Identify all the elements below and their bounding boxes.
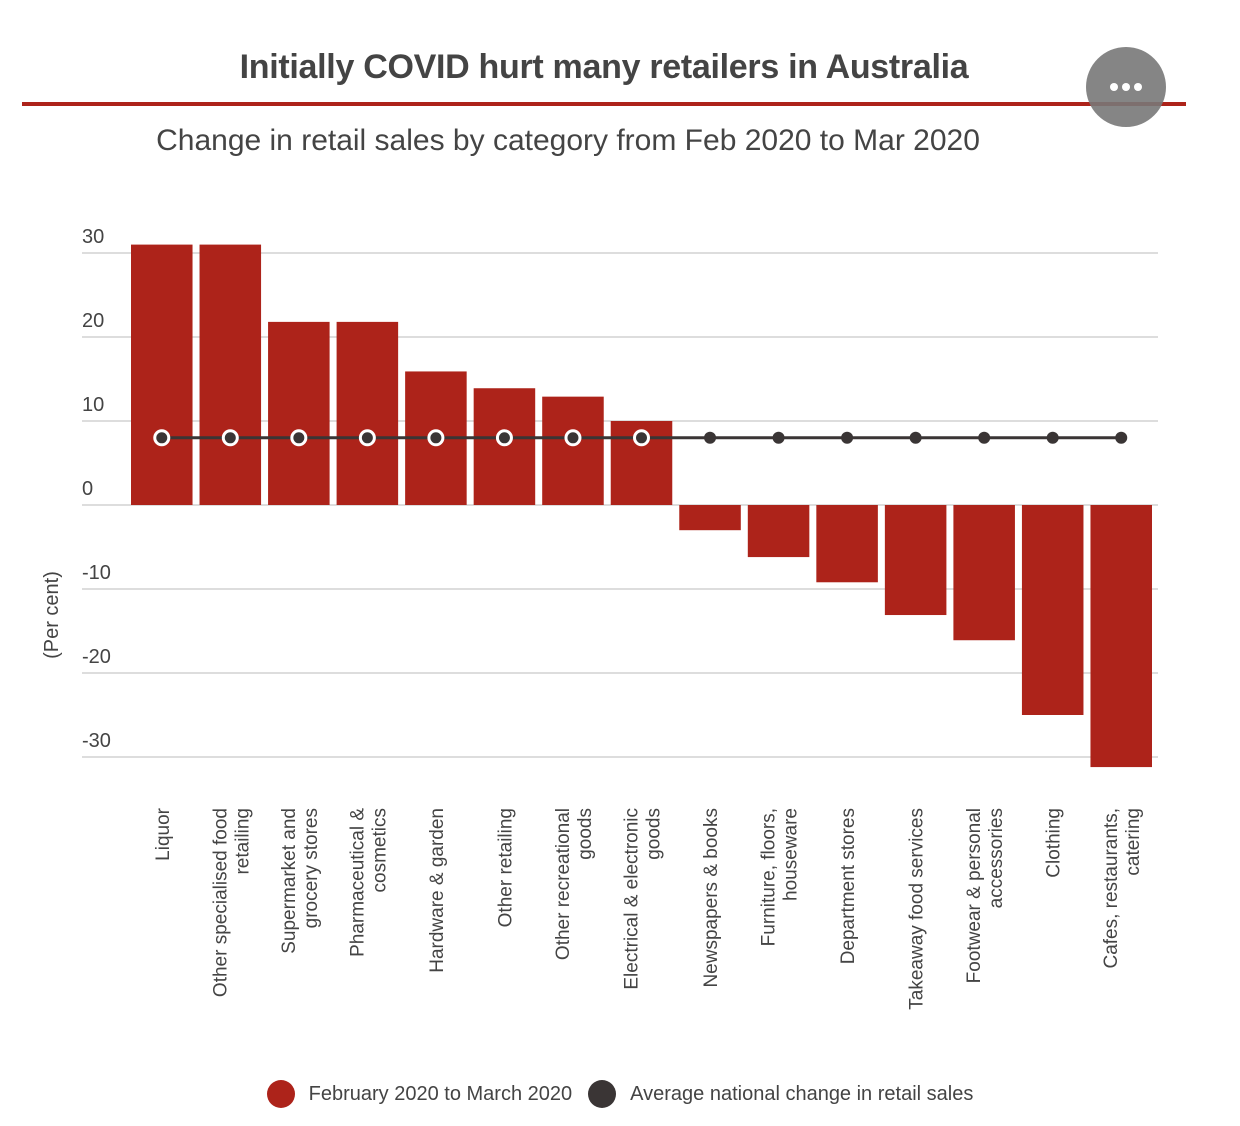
x-tick-label-line: catering <box>1123 808 1144 876</box>
bar[interactable] <box>953 505 1015 641</box>
x-tick-label: Takeaway food services <box>907 808 928 1010</box>
legend: February 2020 to March 2020 Average nati… <box>0 1080 1240 1108</box>
bar[interactable] <box>199 244 262 505</box>
more-horizontal-icon <box>1134 83 1142 91</box>
x-tick-label-line: cosmetics <box>369 808 390 892</box>
x-tick-label-line: Footwear & personal <box>964 808 985 983</box>
legend-item-average[interactable]: Average national change in retail sales <box>588 1080 973 1108</box>
x-tick-label-line: goods <box>644 808 665 860</box>
x-tick-label: Supermarket and grocery stores <box>279 808 322 954</box>
x-tick-label-line: accessories <box>986 808 1007 908</box>
average-point[interactable] <box>772 431 785 444</box>
chart-title: Initially COVID hurt many retailers in A… <box>239 48 969 86</box>
x-tick-label-line: Furniture, floors, <box>759 808 780 946</box>
average-point[interactable] <box>978 431 991 444</box>
x-tick-label-line: Other retailing <box>495 808 516 927</box>
title-divider <box>22 102 1186 106</box>
x-tick-label-line: Clothing <box>1044 808 1065 878</box>
more-horizontal-icon <box>1122 83 1130 91</box>
x-tick-label: Hardware & garden <box>427 808 448 973</box>
bar-series <box>131 244 1152 768</box>
bar[interactable] <box>1021 505 1084 715</box>
bar-chart: 30 20 10 0 -10 -20 -30 (Per cent) Liquor Other … <box>41 226 1158 1010</box>
x-tick-label: Electrical & electronic goods <box>622 808 665 990</box>
bar[interactable] <box>1090 505 1152 768</box>
average-point[interactable] <box>1115 431 1128 444</box>
y-tick-label: -10 <box>82 562 111 584</box>
average-line-series <box>153 429 1128 447</box>
x-tick-label-line: Other recreational <box>553 808 574 960</box>
bar[interactable] <box>542 396 604 505</box>
x-tick-label-line: Cafes, restaurants, <box>1101 808 1122 969</box>
bar[interactable] <box>679 505 741 531</box>
x-axis-labels: Liquor Other specialised food retailing Sup… <box>153 807 1144 1009</box>
legend-label: Average national change in retail sales <box>630 1082 974 1105</box>
x-tick-label-line: Hardware & garden <box>427 808 448 973</box>
x-tick-label: Cafes, restaurants, catering <box>1101 808 1144 969</box>
x-tick-label: Pharmaceutical & cosmetics <box>347 808 390 957</box>
x-tick-label-line: Pharmaceutical & <box>347 808 368 957</box>
bar[interactable] <box>747 505 810 558</box>
x-tick-label-line: Takeaway food services <box>907 808 928 1010</box>
y-axis-ticks: 30 20 10 0 -10 -20 -30 <box>82 226 111 752</box>
y-tick-label: 30 <box>82 226 104 248</box>
x-tick-label-line: houseware <box>781 808 802 901</box>
average-point[interactable] <box>221 429 239 447</box>
x-tick-label: Footwear & personal accessories <box>964 808 1007 983</box>
more-horizontal-icon <box>1110 83 1118 91</box>
x-tick-label-line: grocery stores <box>301 808 322 928</box>
bar[interactable] <box>473 388 536 505</box>
y-tick-label: -30 <box>82 730 111 752</box>
x-tick-label: Other retailing <box>495 808 516 927</box>
y-tick-label: -20 <box>82 646 111 668</box>
legend-item-bars[interactable]: February 2020 to March 2020 <box>266 1080 573 1108</box>
chart-subtitle: Change in retail sales by category from … <box>156 124 980 157</box>
legend-swatch-average <box>588 1080 617 1108</box>
x-tick-label: Clothing <box>1044 808 1065 878</box>
x-tick-label-line: Liquor <box>153 807 174 860</box>
average-point[interactable] <box>495 429 513 447</box>
average-point[interactable] <box>153 429 171 447</box>
x-tick-label-line: Newspapers & books <box>701 808 722 988</box>
x-tick-label-line: Other specialised food <box>210 808 231 997</box>
average-point[interactable] <box>704 431 717 444</box>
y-tick-label: 10 <box>82 394 104 416</box>
x-tick-label: Liquor <box>153 807 174 860</box>
y-tick-label: 20 <box>82 310 104 332</box>
x-tick-label-line: Electrical & electronic <box>622 808 643 990</box>
average-point[interactable] <box>564 429 582 447</box>
bar[interactable] <box>131 244 193 505</box>
x-tick-label: Department stores <box>838 808 859 964</box>
x-tick-label: Furniture, floors, houseware <box>759 808 802 946</box>
x-tick-label-line: Department stores <box>838 808 859 964</box>
x-tick-label: Other recreational goods <box>553 808 596 960</box>
chart-menu-button[interactable] <box>1086 47 1166 127</box>
average-point[interactable] <box>427 429 445 447</box>
x-tick-label-line: goods <box>575 808 596 860</box>
bar[interactable] <box>268 321 330 505</box>
x-tick-label: Newspapers & books <box>701 808 722 988</box>
bar[interactable] <box>884 505 947 616</box>
average-point[interactable] <box>358 429 376 447</box>
average-point[interactable] <box>909 431 922 444</box>
x-tick-label-line: Supermarket and <box>279 808 300 954</box>
average-point[interactable] <box>1046 431 1059 444</box>
x-tick-label-line: retailing <box>232 808 253 875</box>
legend-swatch-bars <box>266 1080 295 1108</box>
y-tick-label: 0 <box>82 478 93 500</box>
bar[interactable] <box>336 321 399 505</box>
average-point[interactable] <box>633 429 650 447</box>
average-point[interactable] <box>841 431 854 444</box>
average-point[interactable] <box>290 429 308 447</box>
x-tick-label: Other specialised food retailing <box>210 808 253 997</box>
legend-label: February 2020 to March 2020 <box>308 1082 573 1105</box>
bar[interactable] <box>816 505 878 583</box>
y-axis-label: (Per cent) <box>41 571 63 659</box>
